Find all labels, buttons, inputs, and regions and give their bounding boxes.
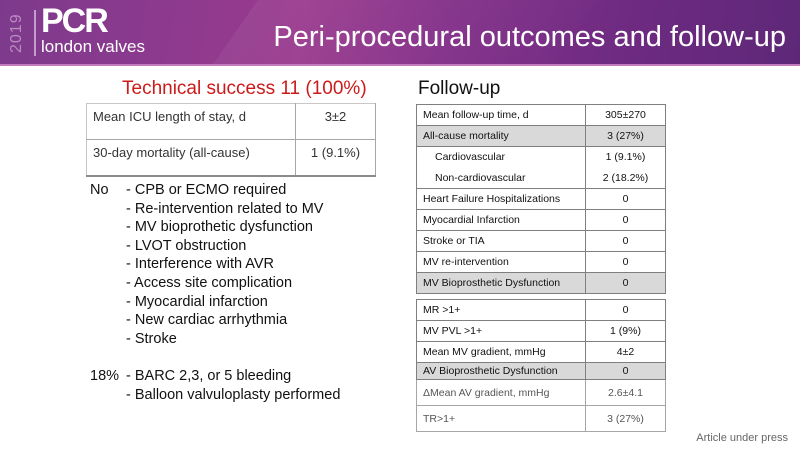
row-label: Mean MV gradient, mmHg <box>416 341 586 363</box>
table-row: Cardiovascular 1 (9.1%) <box>416 146 666 168</box>
list-item: - New cardiac arrhythmia <box>126 312 288 329</box>
row-value: 2.6±4.1 <box>585 379 666 406</box>
footnote: Article under press <box>696 432 788 444</box>
row-label: MV re-intervention <box>416 251 586 273</box>
list-item: - MV bioprothetic dysfunction <box>126 219 313 236</box>
row-value: 0 <box>585 188 666 210</box>
row-value: 3 (27%) <box>585 405 666 432</box>
list-item: 18% - BARC 2,3, or 5 bleeding <box>90 367 292 384</box>
table-row: All-cause mortality 3 (27%) <box>416 125 666 147</box>
row-label: Mean ICU length of stay, d <box>86 103 296 140</box>
outcome-list: No - CPB or ECMO required - Re-interventi… <box>90 181 340 404</box>
logo-subtitle: london valves <box>41 37 145 56</box>
row-label: MR >1+ <box>416 299 586 321</box>
row-label: Myocardial Infarction <box>416 209 586 231</box>
row-value: 3 (27%) <box>585 125 666 147</box>
page-title: Peri-procedural outcomes and follow-up <box>273 21 786 53</box>
table-row: Stroke or TIA 0 <box>416 230 666 252</box>
list-item: - Access site complication <box>126 274 293 291</box>
table-row: MV PVL >1+ 1 (9%) <box>416 320 666 342</box>
table-row: Mean MV gradient, mmHg 4±2 <box>416 341 666 363</box>
table-row: 30-day mortality (all-cause) 1 (9.1%) <box>86 139 376 176</box>
row-value: 0 <box>585 299 666 321</box>
periprocedural-table: Mean ICU length of stay, d 3±2 30-day mo… <box>86 103 376 177</box>
row-value: 0 <box>585 230 666 252</box>
row-value: 4±2 <box>585 341 666 363</box>
list-item: - Stroke <box>126 330 177 347</box>
row-value: 0 <box>585 272 666 294</box>
table-row: Heart Failure Hospitalizations 0 <box>416 188 666 210</box>
table-row: TR>1+ 3 (27%) <box>416 405 666 432</box>
row-label: AV Bioprosthetic Dysfunction <box>416 362 586 380</box>
list-prefix-pct: 18% <box>90 367 120 384</box>
table-row: AV Bioprosthetic Dysfunction 0 <box>416 362 666 380</box>
followup-heading: Follow-up <box>418 78 501 99</box>
row-label: Cardiovascular <box>416 146 586 168</box>
row-value: 0 <box>585 251 666 273</box>
technical-success-heading: Technical success 11 (100%) <box>122 78 367 99</box>
list-prefix-no: No <box>90 182 109 198</box>
followup-table: Mean follow-up time, d 305±270 All-cause… <box>416 104 666 432</box>
list-item: - Interference with AVR <box>126 256 275 273</box>
list-item: - Re-intervention related to MV <box>126 200 324 217</box>
row-value: 0 <box>585 209 666 231</box>
logo-brand: PCR <box>41 2 109 40</box>
row-label: Mean follow-up time, d <box>416 104 586 126</box>
table-row: MV re-intervention 0 <box>416 251 666 273</box>
row-label: ΔMean AV gradient, mmHg <box>416 379 586 406</box>
row-label: MV Bioprosthetic Dysfunction <box>416 272 586 294</box>
table-row: MV Bioprosthetic Dysfunction 0 <box>416 272 666 294</box>
row-value: 0 <box>585 362 666 380</box>
row-label: TR>1+ <box>416 405 586 432</box>
row-value: 2 (18.2%) <box>585 167 666 189</box>
logo-year: 2019 <box>8 13 25 53</box>
row-label: 30-day mortality (all-cause) <box>86 139 296 176</box>
table-row: Non-cardiovascular 2 (18.2%) <box>416 167 666 189</box>
row-label: All-cause mortality <box>416 125 586 147</box>
row-label: MV PVL >1+ <box>416 320 586 342</box>
row-label: Stroke or TIA <box>416 230 586 252</box>
table-row: Mean follow-up time, d 305±270 <box>416 104 666 126</box>
list-item: No - CPB or ECMO required <box>90 182 287 198</box>
slide-header: 2019 PCR london valves Peri-procedural o… <box>0 0 800 66</box>
list-item: - LVOT obstruction <box>126 237 247 254</box>
row-label: Heart Failure Hospitalizations <box>416 188 586 210</box>
row-value: 1 (9%) <box>585 320 666 342</box>
table-row: Mean ICU length of stay, d 3±2 <box>86 103 376 140</box>
table-row: Myocardial Infarction 0 <box>416 209 666 231</box>
table-row: MR >1+ 0 <box>416 299 666 321</box>
logo-divider <box>34 10 36 56</box>
table-row: ΔMean AV gradient, mmHg 2.6±4.1 <box>416 379 666 406</box>
row-value: 1 (9.1%) <box>295 139 376 176</box>
row-value: 1 (9.1%) <box>585 146 666 168</box>
row-value: 305±270 <box>585 104 666 126</box>
list-item: - Myocardial infarction <box>126 293 268 310</box>
row-value: 3±2 <box>295 103 376 140</box>
list-item: - Balloon valvuloplasty performed <box>126 386 341 403</box>
row-label: Non-cardiovascular <box>416 167 586 189</box>
